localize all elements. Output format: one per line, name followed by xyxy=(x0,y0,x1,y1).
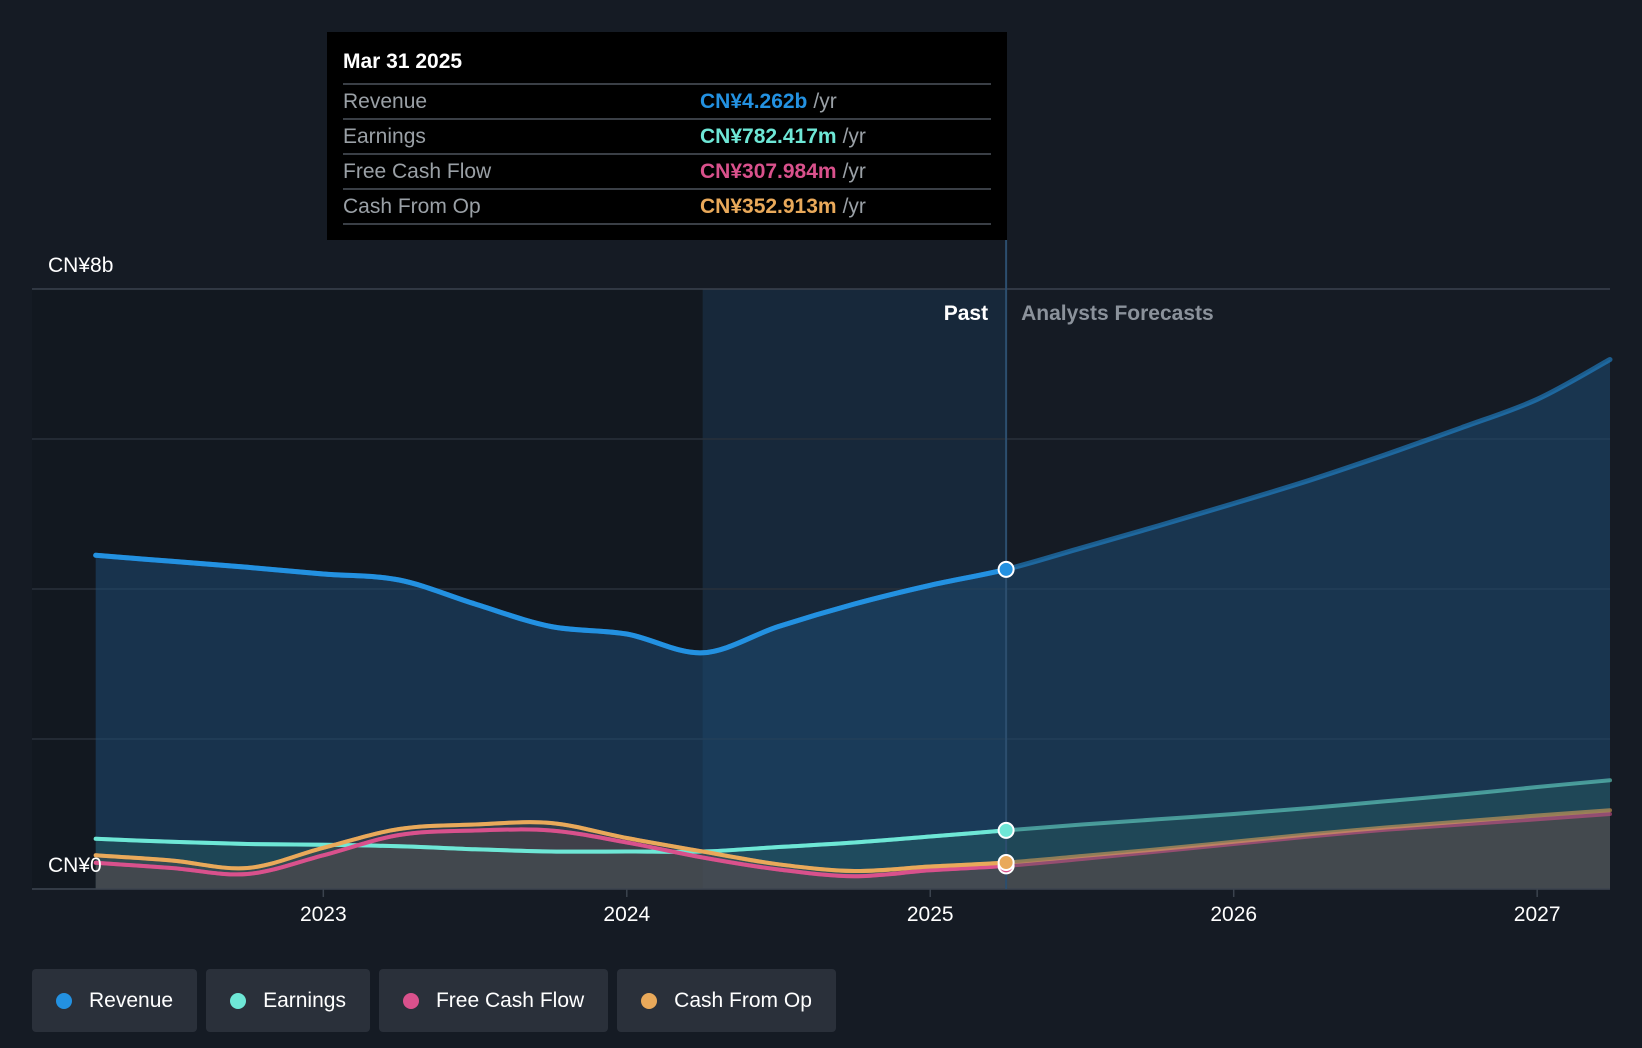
legend-item-free-cash-flow[interactable]: Free Cash Flow xyxy=(378,969,609,1032)
x-tick-label: 2027 xyxy=(1514,903,1561,926)
legend-dot-icon xyxy=(56,992,72,1009)
tooltip-unit: /yr xyxy=(842,124,866,148)
tooltip-label: Earnings xyxy=(343,124,426,148)
data-point-revenue xyxy=(997,560,1015,578)
tooltip-row-cash-from-op: Cash From Op CN¥352.913m /yr xyxy=(343,190,991,225)
series-area-revenue xyxy=(95,359,1611,889)
chart-tooltip: Mar 31 2025 Revenue CN¥4.262b /yr Earnin… xyxy=(327,32,1007,240)
x-tick-label: 2023 xyxy=(300,903,347,926)
data-point-earnings xyxy=(997,821,1015,839)
tooltip-unit: /yr xyxy=(842,194,866,218)
legend-label: Cash From Op xyxy=(674,988,812,1012)
series-line-free-cash-flow xyxy=(93,827,1007,879)
tooltip-value: CN¥4.262b xyxy=(700,89,808,113)
series-area-free-cash-flow xyxy=(95,814,1611,889)
tooltip-row-revenue: Revenue CN¥4.262b /yr xyxy=(343,85,991,120)
legend-label: Earnings xyxy=(263,988,346,1012)
tooltip-value: CN¥307.984m xyxy=(700,159,837,183)
tooltip-date: Mar 31 2025 xyxy=(343,32,991,85)
y-axis-label-min: CN¥0 xyxy=(48,854,102,877)
x-tick-label: 2025 xyxy=(907,903,954,926)
tooltip-row-earnings: Earnings CN¥782.417m /yr xyxy=(343,120,991,155)
tooltip-unit: /yr xyxy=(842,159,866,183)
forecast-label: Analysts Forecasts xyxy=(1021,302,1214,325)
legend-item-earnings[interactable]: Earnings xyxy=(206,969,370,1032)
x-tick-label: 2026 xyxy=(1210,903,1257,926)
legend-item-revenue[interactable]: Revenue xyxy=(32,969,198,1032)
series-area-earnings xyxy=(95,780,1611,889)
y-axis-label-max: CN¥8b xyxy=(48,254,113,277)
series-line-earnings xyxy=(93,828,1007,854)
legend-label: Free Cash Flow xyxy=(435,988,585,1012)
tooltip-unit: /yr xyxy=(813,89,837,113)
series-line-cash-from-op xyxy=(93,820,1007,874)
legend-label: Revenue xyxy=(89,988,174,1012)
tooltip-label: Revenue xyxy=(343,89,428,113)
legend-dot-icon xyxy=(402,992,419,1009)
tooltip-value: CN¥782.417m xyxy=(700,124,837,148)
legend-dot-icon xyxy=(641,992,658,1009)
past-label: Past xyxy=(944,302,988,325)
chart-legend: Revenue Earnings Free Cash Flow Cash Fro… xyxy=(32,969,836,1032)
series-line-revenue xyxy=(93,552,1007,656)
tooltip-row-free-cash-flow: Free Cash Flow CN¥307.984m /yr xyxy=(343,155,991,190)
tooltip-value: CN¥352.913m xyxy=(700,194,837,218)
legend-dot-icon xyxy=(230,992,247,1009)
legend-item-cash-from-op[interactable]: Cash From Op xyxy=(617,969,836,1032)
tooltip-label: Free Cash Flow xyxy=(343,159,492,183)
x-tick-label: 2024 xyxy=(603,903,650,926)
tooltip-label: Cash From Op xyxy=(343,194,481,218)
data-point-cash-from-op xyxy=(997,854,1015,872)
